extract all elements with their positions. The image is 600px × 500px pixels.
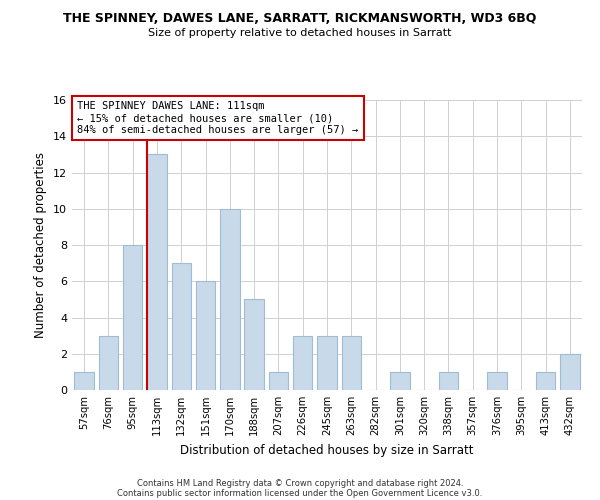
Text: THE SPINNEY DAWES LANE: 111sqm
← 15% of detached houses are smaller (10)
84% of : THE SPINNEY DAWES LANE: 111sqm ← 15% of … bbox=[77, 102, 358, 134]
Y-axis label: Number of detached properties: Number of detached properties bbox=[34, 152, 47, 338]
Bar bbox=[390, 372, 410, 390]
Bar bbox=[220, 209, 239, 390]
Bar bbox=[244, 300, 264, 390]
Text: THE SPINNEY, DAWES LANE, SARRATT, RICKMANSWORTH, WD3 6BQ: THE SPINNEY, DAWES LANE, SARRATT, RICKMA… bbox=[64, 12, 536, 26]
Bar bbox=[196, 281, 215, 390]
Bar bbox=[74, 372, 94, 390]
Bar bbox=[172, 263, 191, 390]
Text: Contains public sector information licensed under the Open Government Licence v3: Contains public sector information licen… bbox=[118, 488, 482, 498]
Bar bbox=[487, 372, 507, 390]
Bar bbox=[560, 354, 580, 390]
Text: Contains HM Land Registry data © Crown copyright and database right 2024.: Contains HM Land Registry data © Crown c… bbox=[137, 478, 463, 488]
Bar bbox=[341, 336, 361, 390]
Bar bbox=[293, 336, 313, 390]
Text: Size of property relative to detached houses in Sarratt: Size of property relative to detached ho… bbox=[148, 28, 452, 38]
X-axis label: Distribution of detached houses by size in Sarratt: Distribution of detached houses by size … bbox=[180, 444, 474, 456]
Bar bbox=[99, 336, 118, 390]
Bar bbox=[536, 372, 555, 390]
Bar bbox=[269, 372, 288, 390]
Bar bbox=[147, 154, 167, 390]
Bar bbox=[123, 245, 142, 390]
Bar bbox=[317, 336, 337, 390]
Bar bbox=[439, 372, 458, 390]
